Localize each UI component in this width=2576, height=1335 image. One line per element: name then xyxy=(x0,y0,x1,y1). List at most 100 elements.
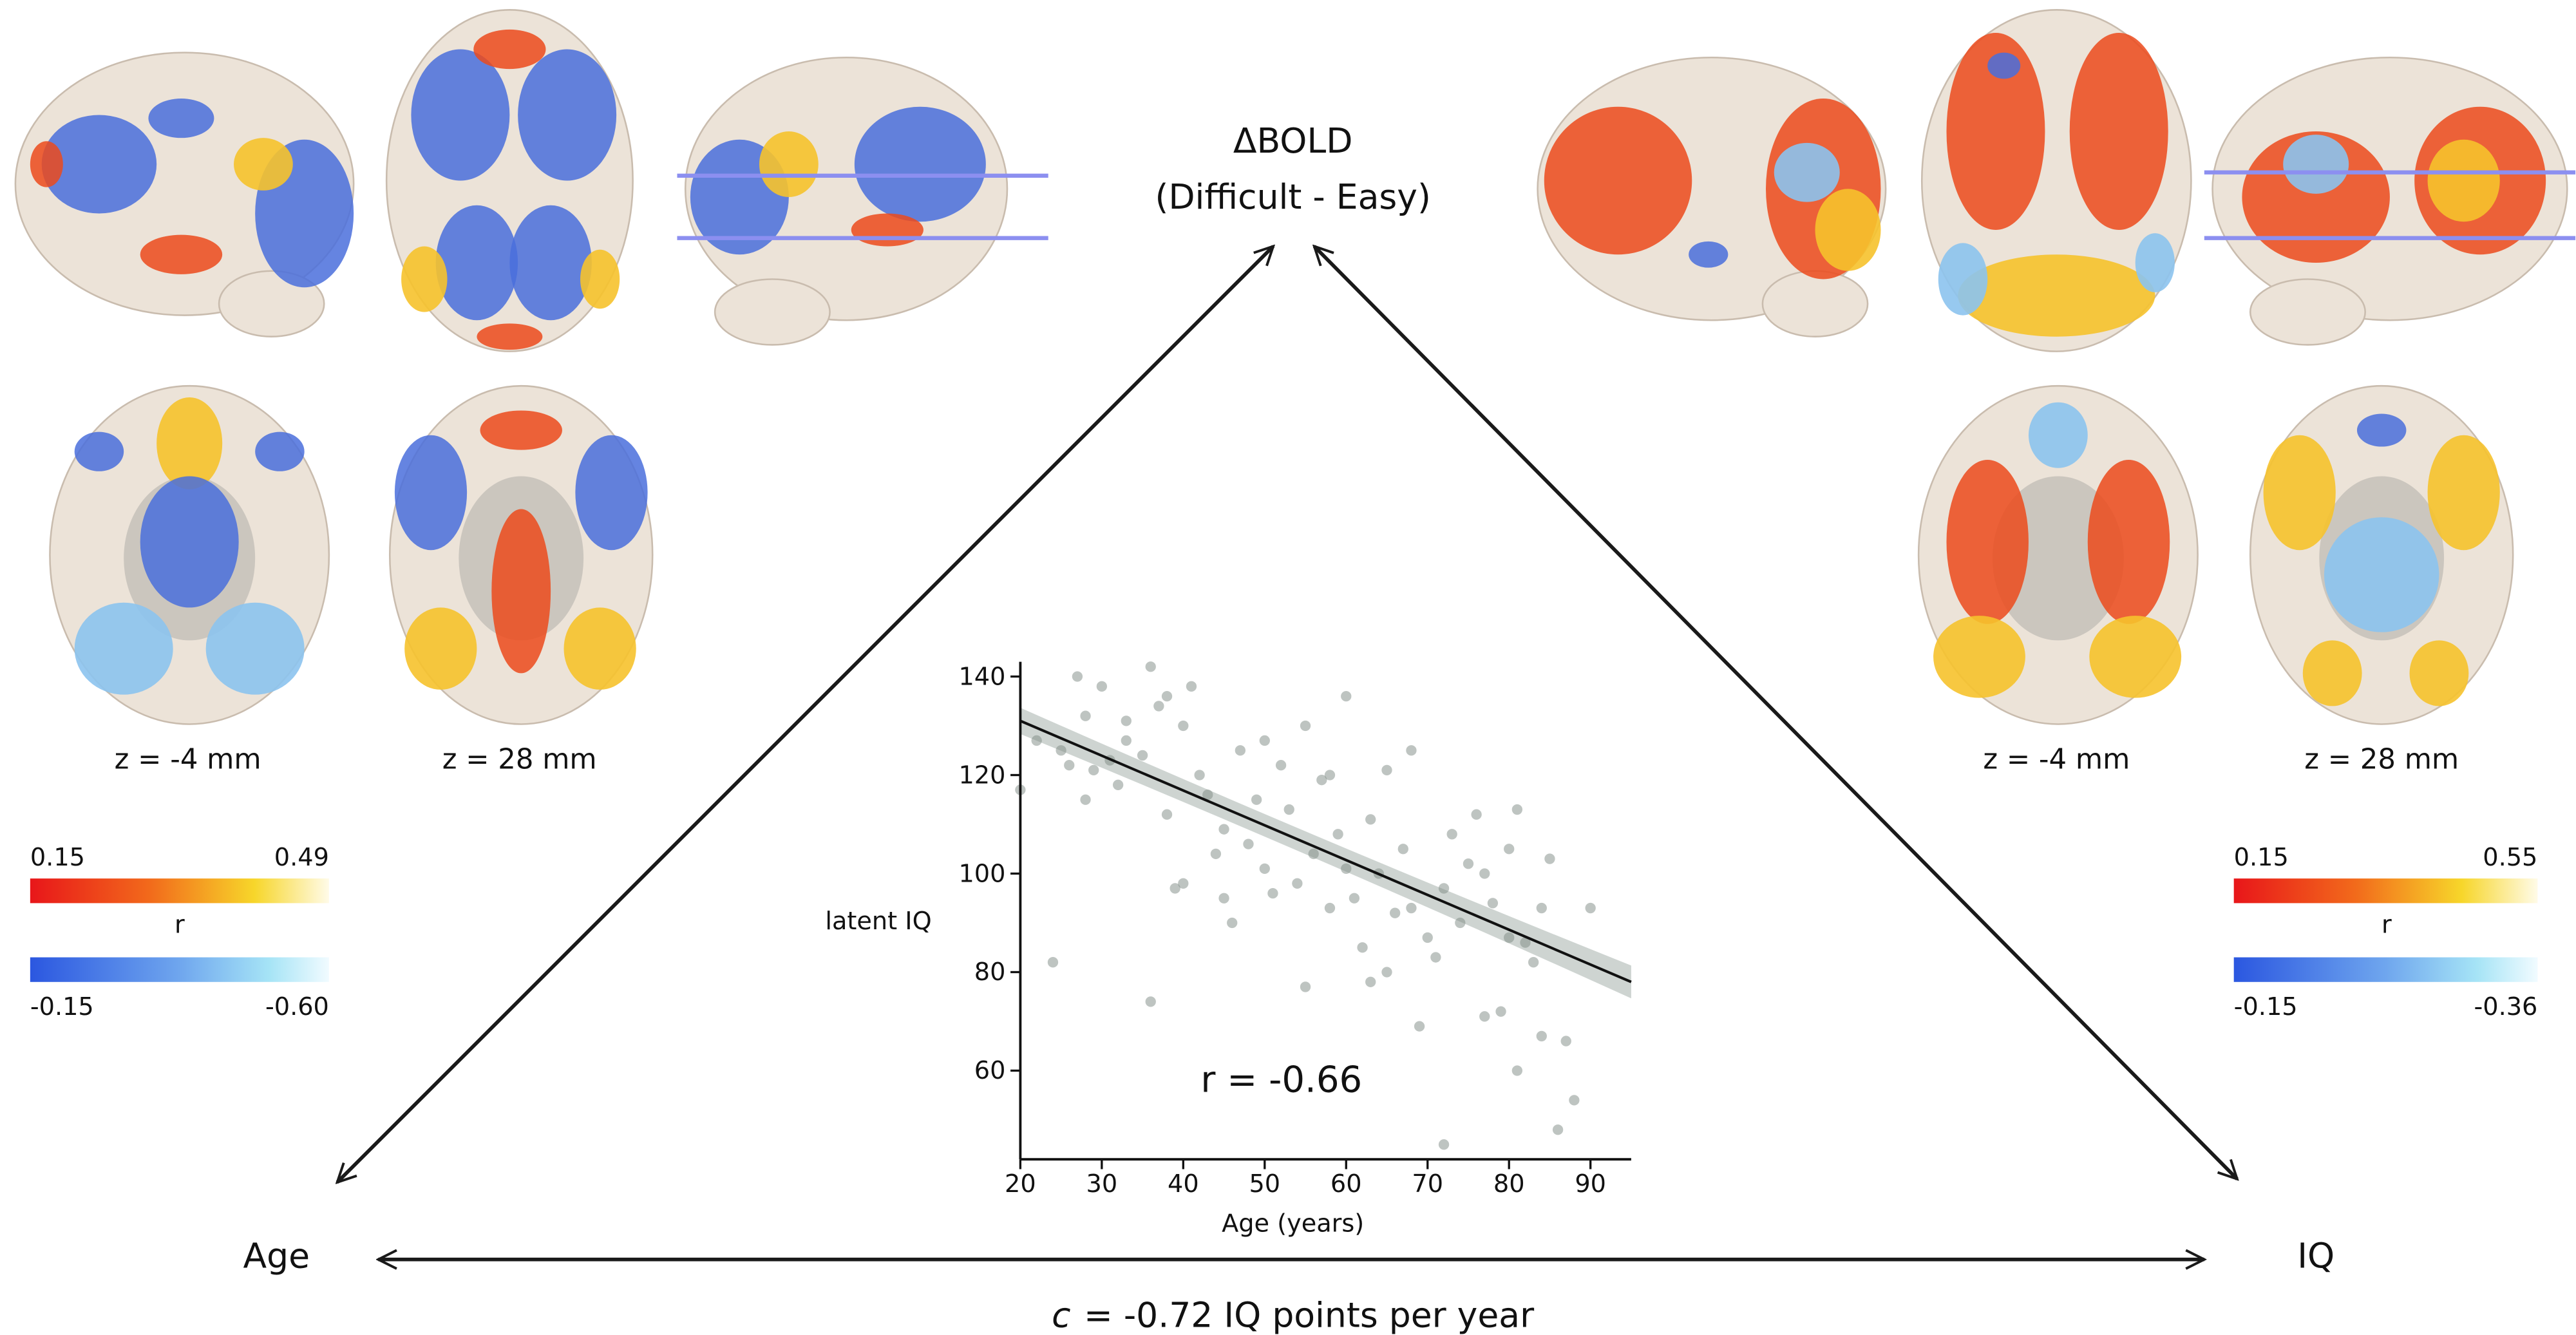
colorbar-tick-label: -0.36 xyxy=(2474,993,2537,1021)
point xyxy=(1365,976,1376,987)
point xyxy=(1210,848,1222,860)
colorbar-tick-label: 0.49 xyxy=(274,844,329,872)
fit-line xyxy=(1019,719,1632,983)
point xyxy=(1552,1124,1564,1135)
y-tick-label: 140 xyxy=(958,663,1005,691)
path-text: = -0.72 IQ points per year xyxy=(1084,1294,1535,1335)
x-tick-label: 80 xyxy=(1493,1170,1525,1198)
point xyxy=(1121,735,1132,746)
point xyxy=(1536,902,1547,914)
y-tick-label: 100 xyxy=(958,860,1005,888)
slice-label: z = -4 mm xyxy=(1983,743,2130,775)
colorbar: r 0.15 0.55 -0.15 -0.36 xyxy=(2233,844,2538,1021)
point xyxy=(1194,770,1205,781)
point xyxy=(1145,661,1156,672)
slice-label: z = -4 mm xyxy=(115,743,261,775)
point xyxy=(1275,760,1287,771)
colorbar-label: r xyxy=(175,911,185,939)
point xyxy=(1259,863,1270,875)
y-tick-label: 60 xyxy=(974,1057,1006,1085)
point xyxy=(1218,893,1229,904)
point xyxy=(1145,996,1156,1007)
colorbar-negative xyxy=(2233,957,2538,982)
point xyxy=(1324,770,1336,781)
path-label: c = -0.72 IQ points per year xyxy=(1052,1294,1535,1335)
point xyxy=(1381,764,1392,776)
point xyxy=(1332,829,1343,840)
point xyxy=(1560,1036,1571,1046)
point xyxy=(1365,814,1376,825)
point xyxy=(1267,887,1278,899)
point xyxy=(1088,764,1099,776)
node-label: IQ xyxy=(2297,1235,2334,1276)
slice-label: z = 28 mm xyxy=(442,743,597,775)
point xyxy=(1585,902,1596,914)
point xyxy=(1422,932,1433,943)
point xyxy=(1243,838,1254,849)
point xyxy=(1112,779,1124,790)
colorbar-negative xyxy=(30,957,329,982)
point xyxy=(1479,868,1490,879)
point xyxy=(1047,957,1059,968)
point xyxy=(1406,902,1417,914)
point xyxy=(1455,917,1466,929)
point xyxy=(1137,750,1148,761)
point xyxy=(1324,902,1336,914)
x-axis-label: Age (years) xyxy=(1222,1209,1364,1238)
point xyxy=(1463,858,1474,869)
point xyxy=(1178,878,1189,889)
point xyxy=(1381,967,1392,978)
point xyxy=(1341,863,1352,875)
colorbar-label: r xyxy=(2382,911,2392,939)
x-tick-label: 90 xyxy=(1575,1170,1606,1198)
y-axis-label: latent IQ xyxy=(825,907,931,936)
point xyxy=(1283,804,1294,815)
point xyxy=(1186,681,1197,692)
point xyxy=(1161,690,1173,702)
colorbar-positive xyxy=(30,878,329,904)
point xyxy=(1064,760,1075,771)
point xyxy=(1446,829,1457,840)
point xyxy=(1080,794,1091,805)
point xyxy=(1178,720,1189,732)
colorbar-tick-label: 0.15 xyxy=(2234,844,2289,872)
point xyxy=(1536,1030,1547,1042)
point xyxy=(1292,878,1303,889)
point xyxy=(1479,1011,1490,1022)
point xyxy=(1096,681,1108,692)
point xyxy=(1031,735,1042,746)
point xyxy=(1504,932,1515,943)
x-tick-label: 70 xyxy=(1412,1170,1443,1198)
point xyxy=(1569,1095,1580,1106)
point xyxy=(1251,794,1262,805)
confidence-band xyxy=(1020,707,1631,999)
colorbar-tick-label: -0.60 xyxy=(265,993,329,1021)
colorbar-tick-label: 0.15 xyxy=(30,844,85,872)
point xyxy=(1161,809,1173,820)
y-tick-label: 80 xyxy=(974,958,1006,987)
point xyxy=(1259,735,1270,746)
point xyxy=(1349,893,1360,904)
scatter-plot: latent IQ Age (years) r = -0.66 60 80 100 1… xyxy=(825,661,1632,1238)
point xyxy=(1504,844,1515,855)
x-tick-label: 40 xyxy=(1168,1170,1199,1198)
x-tick-label: 20 xyxy=(1005,1170,1036,1198)
arrow xyxy=(1314,246,2237,1179)
point xyxy=(1316,775,1327,786)
point xyxy=(1495,1006,1506,1017)
annotation: r = -0.66 xyxy=(1200,1059,1362,1101)
point xyxy=(1511,1065,1523,1076)
y-tick-label: 120 xyxy=(958,761,1005,790)
point xyxy=(1308,848,1319,860)
point xyxy=(1218,824,1229,835)
colorbar-positive xyxy=(2233,878,2538,904)
point xyxy=(1438,883,1450,894)
point xyxy=(1341,690,1352,702)
point xyxy=(1300,720,1311,732)
point xyxy=(1202,789,1213,800)
point xyxy=(1471,809,1482,820)
colorbar-tick-label: -0.15 xyxy=(30,993,94,1021)
point xyxy=(1227,917,1238,929)
point xyxy=(1170,883,1180,894)
